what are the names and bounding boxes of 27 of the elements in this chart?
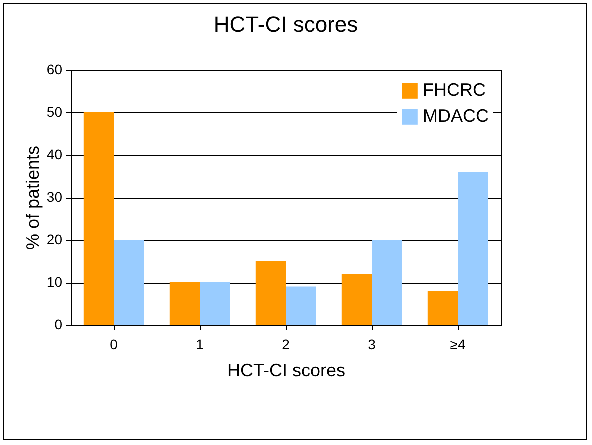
x-tick-label: 3 [368, 336, 376, 352]
y-tick-label: 0 [54, 316, 63, 332]
x-tick-label: 2 [282, 336, 290, 352]
bar [200, 282, 230, 325]
legend-label: FHCRC [423, 80, 486, 100]
bar [84, 112, 114, 325]
x-axis-title: HCT-CI scores [227, 360, 346, 380]
y-tick-label: 40 [46, 146, 63, 162]
x-tick-label: 0 [110, 336, 118, 352]
x-tick-label: 1 [196, 336, 204, 352]
bar [342, 274, 372, 325]
bar [428, 291, 458, 325]
y-tick-label: 50 [46, 104, 63, 120]
bar [256, 261, 286, 325]
x-tick-label: ≥4 [450, 336, 466, 352]
y-tick-label: 10 [46, 274, 63, 290]
bar [286, 286, 316, 325]
y-tick-label: 20 [46, 232, 63, 248]
bar [114, 240, 144, 325]
bar [458, 172, 488, 325]
y-tick-label: 60 [46, 62, 63, 78]
legend-label: MDACC [423, 106, 489, 126]
bar [170, 282, 200, 325]
chart-title: HCT-CI scores [214, 12, 358, 37]
y-tick-label: 30 [46, 189, 63, 205]
bar [372, 240, 402, 325]
y-axis-title: % of patients [22, 146, 43, 250]
